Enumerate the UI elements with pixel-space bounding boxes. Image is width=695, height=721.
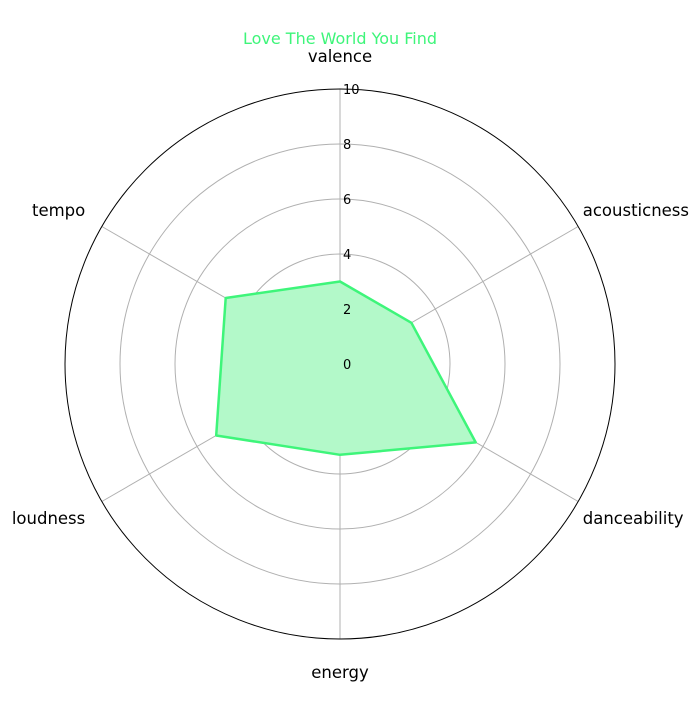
category-label: valence	[308, 47, 372, 66]
category-label: energy	[311, 663, 369, 682]
category-label: acousticness	[583, 201, 689, 220]
category-label: danceability	[583, 509, 684, 528]
radial-tick-label: 0	[343, 358, 351, 373]
series-fill-area	[216, 281, 476, 455]
chart-title: Love The World You Find	[243, 29, 437, 48]
radial-tick-label: 8	[343, 138, 351, 153]
radial-tick-label: 4	[343, 248, 351, 263]
radial-tick-label: 2	[343, 303, 351, 318]
label-layer: 0 2 4 6 8 10 valence acousticness danceability en…	[12, 47, 689, 682]
data-layer	[214, 280, 477, 457]
radial-tick-label: 6	[343, 193, 351, 208]
category-label: loudness	[12, 509, 85, 528]
category-label: tempo	[32, 201, 85, 220]
radial-tick-label: 10	[343, 83, 360, 98]
series-outline	[214, 280, 477, 457]
outer-frame	[64, 88, 616, 640]
